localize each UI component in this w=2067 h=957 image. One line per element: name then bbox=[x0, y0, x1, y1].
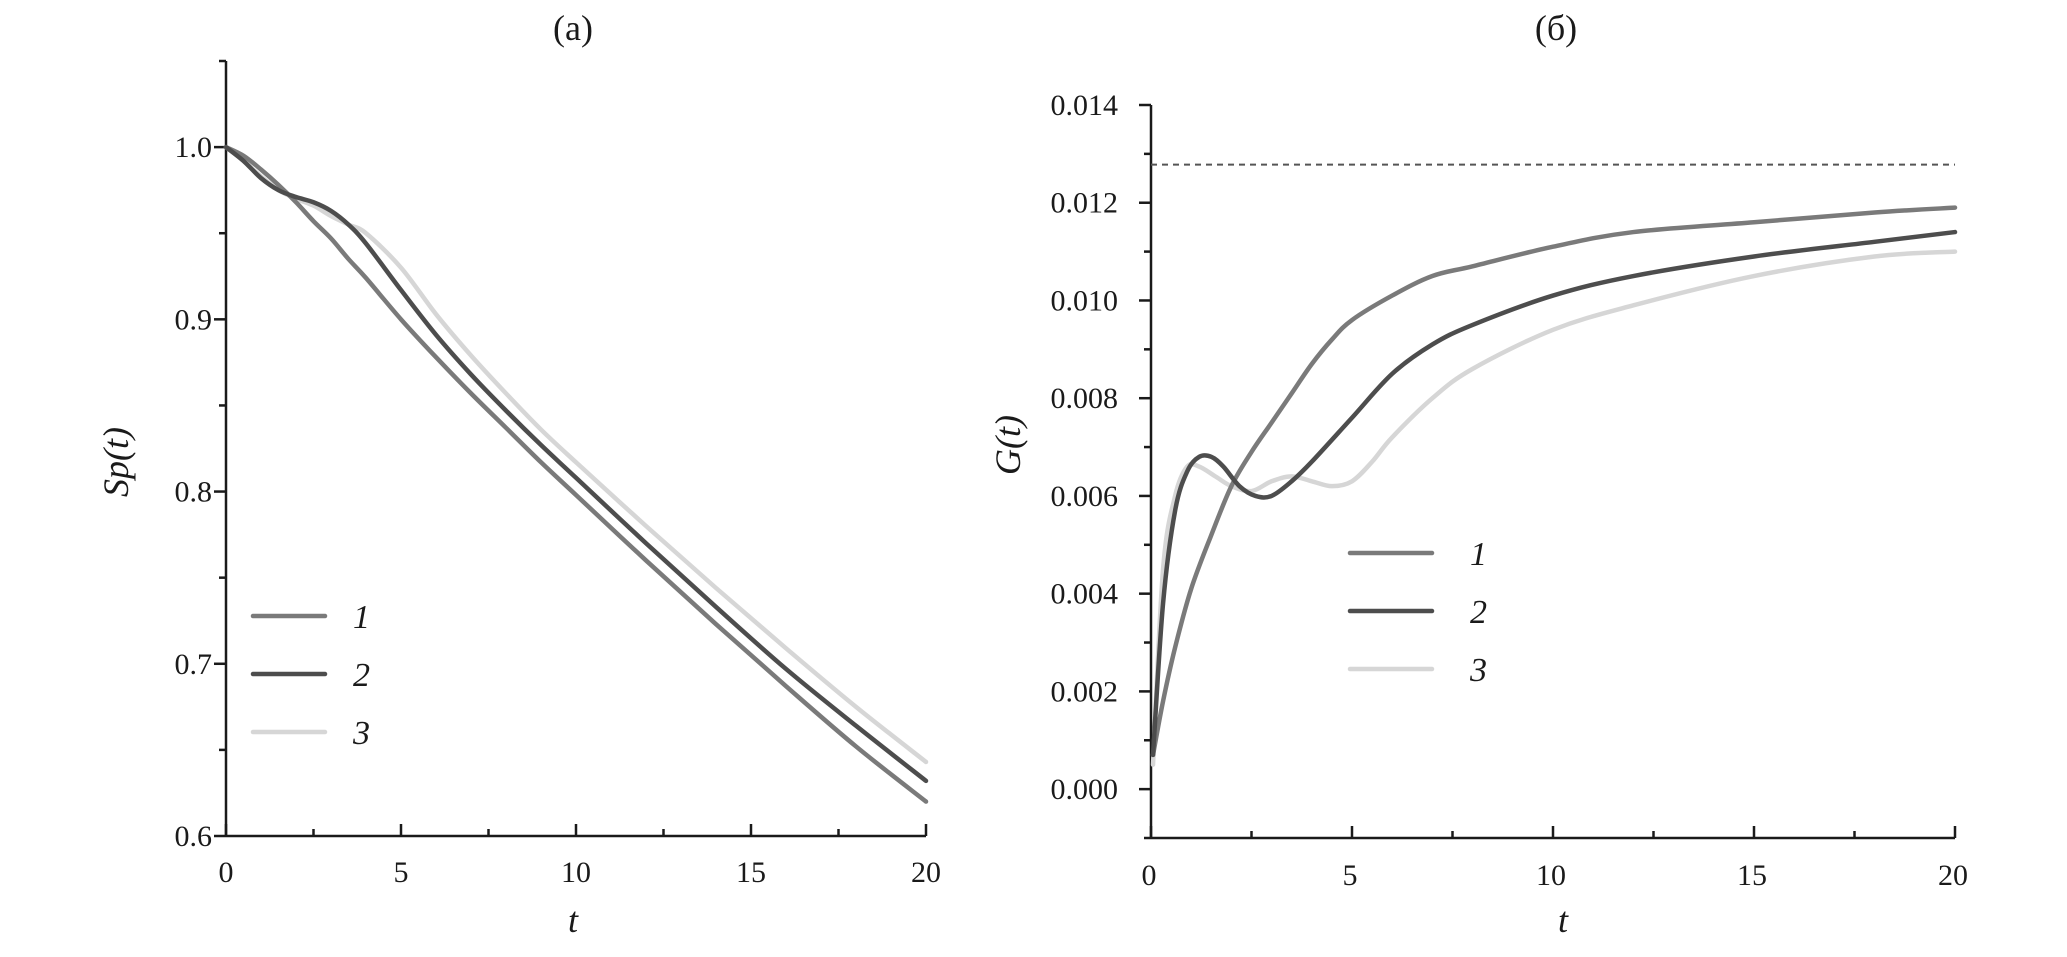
panel-b-y-axis-label: G(t) bbox=[988, 415, 1028, 475]
panel-a-axes: 0 5 10 15 20 0.6 0.7 0.8 0.9 1.0 bbox=[175, 59, 941, 889]
y-tick-label: 0.6 bbox=[175, 820, 213, 853]
y-tick-label: 0.006 bbox=[1051, 480, 1119, 513]
x-tick-label: 5 bbox=[1343, 859, 1358, 892]
y-tick-label: 0.008 bbox=[1051, 382, 1119, 415]
y-tick-label: 0.000 bbox=[1051, 773, 1119, 806]
series-line-2 bbox=[223, 144, 929, 784]
panel-a-legend: 1 2 3 bbox=[250, 599, 370, 752]
panel-b-plot-area bbox=[1150, 163, 1958, 767]
x-tick-label: 5 bbox=[394, 856, 409, 889]
x-tick-label: 15 bbox=[1737, 859, 1767, 892]
panel-a-y-axis-label: Sp(t) bbox=[96, 427, 136, 497]
x-tick-label: 0 bbox=[1142, 859, 1157, 892]
legend-label-3: 3 bbox=[352, 715, 370, 752]
y-tick-label: 0.004 bbox=[1051, 578, 1119, 611]
panel-a-title: (a) bbox=[553, 8, 593, 48]
legend-label-2: 2 bbox=[353, 657, 370, 694]
legend-label-1: 1 bbox=[353, 599, 370, 636]
panel-b-x-axis-label: t bbox=[1558, 900, 1569, 940]
y-tick-label: 0.9 bbox=[175, 303, 213, 336]
x-tick-label: 10 bbox=[1536, 859, 1566, 892]
panel-b-legend: 1 2 3 bbox=[1347, 536, 1487, 689]
x-tick-label: 10 bbox=[561, 856, 591, 889]
y-tick-label: 0.012 bbox=[1051, 187, 1119, 220]
panel-b-axes: 0 5 10 15 20 0.000 0.002 0.004 0.006 0.008 0.010 0.… bbox=[1051, 89, 1969, 892]
legend-label-2: 2 bbox=[1470, 594, 1487, 631]
panel-a-plot-area bbox=[223, 144, 929, 804]
x-tick-label: 15 bbox=[736, 856, 766, 889]
x-tick-label: 20 bbox=[911, 856, 941, 889]
series-line-2 bbox=[1150, 229, 1958, 758]
y-tick-label: 0.7 bbox=[175, 648, 213, 681]
y-tick-label: 0.014 bbox=[1051, 89, 1119, 122]
x-tick-label: 0 bbox=[219, 856, 234, 889]
x-tick-label: 20 bbox=[1938, 859, 1968, 892]
legend-label-1: 1 bbox=[1470, 536, 1487, 573]
y-tick-label: 0.002 bbox=[1051, 675, 1119, 708]
panel-a-x-axis-label: t bbox=[568, 900, 579, 940]
y-tick-label: 1.0 bbox=[175, 131, 213, 164]
series-line-1 bbox=[1150, 205, 1958, 758]
panel-a-sp-chart: (a) t Sp(t) 0 5 10 15 20 0.6 0.7 0.8 0.9 1.0 1 2 3 bbox=[96, 8, 941, 940]
legend-label-3: 3 bbox=[1469, 652, 1487, 689]
series-line-3 bbox=[1150, 249, 1958, 767]
panel-b-g-chart: (б) t G(t) 0 5 10 15 200.0000.0020.0040.0060… bbox=[988, 8, 1968, 940]
series-line-1 bbox=[223, 144, 929, 804]
panel-b-title: (б) bbox=[1535, 8, 1577, 48]
y-tick-label: 0.010 bbox=[1051, 284, 1119, 317]
y-tick-label: 0.8 bbox=[175, 476, 213, 509]
